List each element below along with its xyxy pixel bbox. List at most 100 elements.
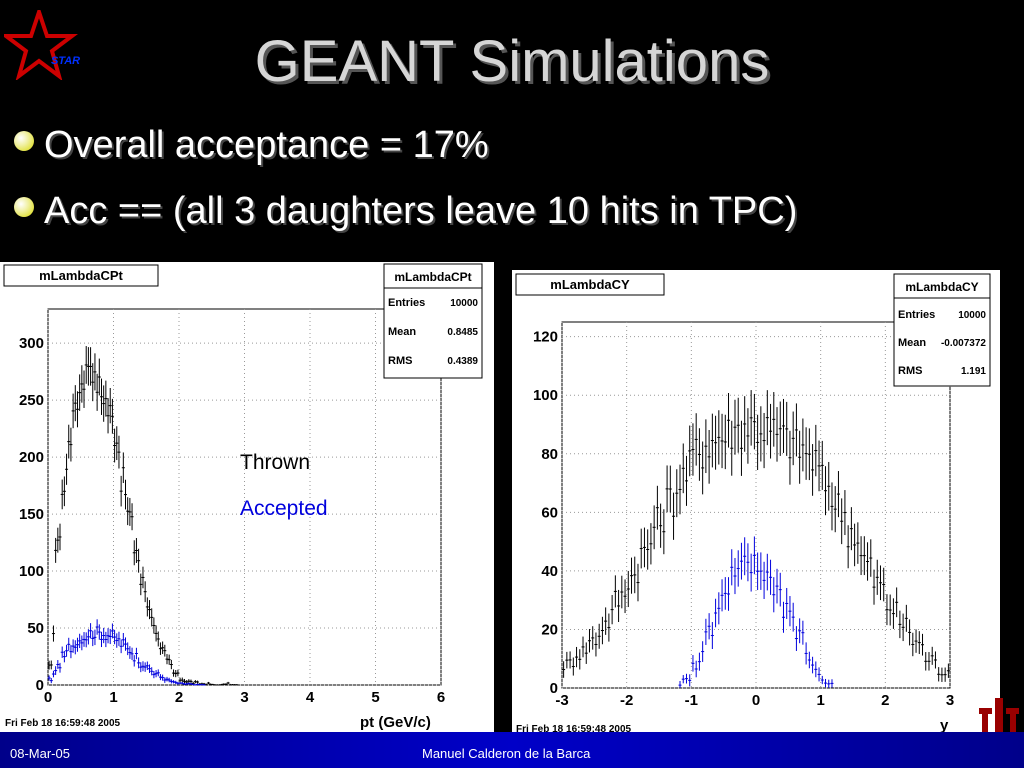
y-tick-label: 200 (19, 449, 44, 466)
data-point (633, 556, 637, 594)
data-point (836, 471, 840, 518)
data-point (102, 627, 106, 644)
data-point (772, 577, 776, 613)
data-point (610, 594, 614, 625)
data-point (891, 598, 895, 629)
data-point (856, 522, 860, 564)
data-point (921, 633, 925, 656)
data-point (830, 679, 834, 688)
data-point (736, 397, 740, 453)
y-tick-label: 0 (550, 680, 558, 697)
data-point (134, 647, 138, 660)
data-point (156, 631, 160, 647)
data-point (707, 613, 711, 640)
data-point (943, 667, 947, 682)
footer-bar: 08-Mar-05 Manuel Calderon de la Barca (0, 732, 1024, 768)
data-point (730, 420, 734, 476)
data-point (78, 374, 82, 411)
data-point (163, 677, 167, 683)
data-point (772, 392, 776, 447)
data-point (749, 390, 753, 446)
data-point (775, 407, 779, 462)
data-point (587, 629, 591, 653)
data-point (723, 414, 727, 470)
data-point (798, 618, 802, 644)
trident-icon (979, 698, 1019, 764)
data-point (778, 401, 782, 456)
data-point (814, 661, 818, 678)
data-point (827, 461, 831, 511)
data-point (65, 644, 69, 657)
stats-row-value: 10000 (958, 310, 986, 321)
data-point (717, 592, 721, 625)
x-tick-label: 3 (946, 692, 954, 709)
data-point (743, 537, 747, 576)
data-point (206, 681, 210, 685)
data-point (914, 629, 918, 653)
data-point (172, 680, 176, 684)
data-point (678, 464, 682, 515)
data-point (97, 358, 101, 396)
data-point (126, 642, 130, 656)
data-point (220, 683, 224, 686)
x-tick-label: 4 (306, 689, 315, 706)
x-tick-label: 1 (816, 692, 824, 709)
data-point (607, 613, 611, 642)
data-point (161, 641, 165, 654)
data-point (54, 666, 58, 676)
data-point (108, 628, 112, 645)
y-tick-label: 60 (541, 504, 558, 521)
y-tick-label: 80 (541, 446, 558, 463)
data-point (65, 453, 69, 485)
data-point (697, 652, 701, 671)
data-point (137, 657, 141, 669)
data-point (84, 346, 88, 384)
data-point (888, 594, 892, 626)
stats-name: mLambdaCPt (394, 270, 471, 284)
data-point (128, 497, 132, 526)
data-point (885, 594, 889, 626)
data-point (869, 539, 873, 577)
data-point (99, 631, 103, 648)
data-point (67, 424, 71, 459)
data-point (139, 662, 143, 673)
data-point (937, 667, 941, 682)
data-point (174, 669, 178, 678)
x-tick-label: 6 (437, 689, 445, 706)
data-point (110, 623, 114, 639)
iu-logo (979, 698, 1019, 764)
data-point (746, 408, 750, 464)
data-point (678, 680, 682, 688)
y-tick-label: 100 (19, 563, 44, 580)
data-point (759, 406, 763, 462)
data-point (226, 681, 230, 685)
data-point (102, 385, 106, 422)
legend-thrown: Thrown (240, 451, 310, 474)
data-point (801, 418, 805, 472)
footer-author: Manuel Calderon de la Barca (422, 746, 591, 761)
data-point (584, 642, 588, 664)
data-point (652, 505, 656, 550)
data-point (167, 677, 171, 683)
data-point (911, 632, 915, 657)
data-point (788, 430, 792, 485)
data-point (126, 497, 130, 526)
footer-date: 08-Mar-05 (10, 746, 70, 761)
data-point (785, 401, 789, 456)
data-point (143, 662, 147, 672)
data-point (152, 617, 156, 634)
data-point (84, 632, 88, 648)
data-point (169, 659, 173, 670)
data-point (814, 424, 818, 477)
data-point (778, 572, 782, 607)
data-point (132, 655, 136, 667)
data-point (817, 667, 821, 682)
data-point (58, 662, 62, 673)
data-point (733, 557, 737, 595)
data-point (843, 490, 847, 536)
data-point (115, 426, 119, 461)
data-point (113, 629, 117, 645)
data-point (798, 430, 802, 484)
data-point (694, 660, 698, 678)
